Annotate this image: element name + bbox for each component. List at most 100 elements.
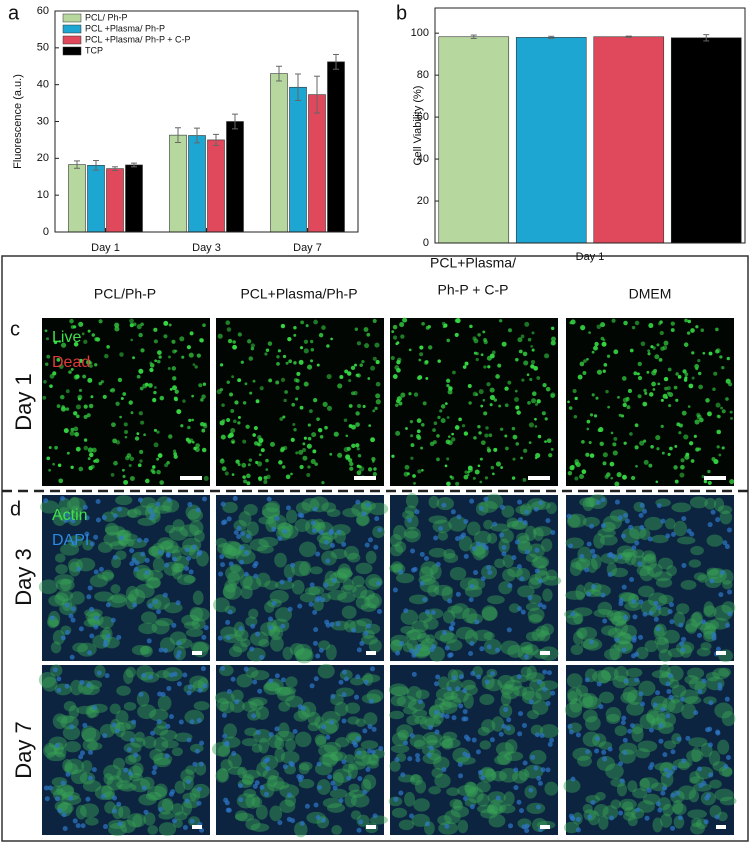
nucleus bbox=[57, 808, 63, 814]
actin bbox=[525, 672, 545, 682]
live-cell bbox=[478, 389, 484, 395]
live-cell bbox=[179, 336, 185, 342]
live-cell bbox=[662, 345, 668, 351]
actin bbox=[447, 605, 463, 614]
live-cell bbox=[675, 398, 679, 402]
actin bbox=[563, 779, 581, 793]
nucleus bbox=[274, 673, 280, 679]
actin bbox=[602, 805, 619, 820]
live-cell bbox=[579, 361, 585, 367]
bar bbox=[593, 36, 665, 244]
live-cell bbox=[511, 476, 516, 480]
actin bbox=[342, 578, 354, 591]
nucleus bbox=[297, 603, 303, 609]
live-cell bbox=[488, 433, 493, 438]
actin bbox=[318, 640, 331, 651]
actin bbox=[611, 615, 627, 627]
actin bbox=[181, 614, 200, 626]
actin bbox=[516, 532, 530, 544]
actin bbox=[631, 726, 644, 743]
actin bbox=[117, 529, 131, 545]
actin bbox=[244, 727, 258, 737]
live-cell bbox=[705, 398, 710, 403]
live-cell bbox=[201, 447, 207, 453]
nucleus bbox=[638, 599, 644, 605]
live-cell bbox=[479, 480, 483, 484]
nucleus bbox=[665, 533, 671, 539]
actin bbox=[653, 571, 673, 582]
nucleus bbox=[203, 625, 209, 631]
actin bbox=[689, 776, 705, 785]
live-cell bbox=[346, 371, 352, 376]
actin bbox=[504, 751, 524, 762]
actin bbox=[524, 644, 539, 656]
actin bbox=[507, 566, 523, 578]
actin bbox=[685, 623, 697, 632]
live-cell bbox=[599, 441, 604, 446]
live-cell bbox=[158, 355, 162, 359]
live-cell bbox=[313, 319, 318, 325]
actin bbox=[578, 692, 594, 709]
actin bbox=[149, 748, 164, 761]
nucleus bbox=[182, 672, 188, 678]
actin bbox=[285, 695, 304, 708]
live-cell bbox=[487, 365, 491, 369]
actin bbox=[258, 516, 275, 525]
nucleus bbox=[255, 729, 261, 735]
actin bbox=[477, 726, 490, 736]
nucleus bbox=[446, 686, 452, 692]
actin bbox=[488, 814, 506, 828]
nucleus bbox=[89, 633, 95, 639]
live-cell bbox=[300, 320, 305, 325]
actin bbox=[299, 592, 317, 603]
actin bbox=[569, 561, 583, 576]
nucleus bbox=[590, 548, 596, 554]
actin bbox=[350, 810, 362, 820]
nucleus bbox=[536, 775, 542, 781]
actin bbox=[390, 744, 410, 754]
live-cell bbox=[129, 318, 134, 324]
live-cell bbox=[678, 423, 683, 428]
live-cell bbox=[626, 396, 630, 400]
actin bbox=[498, 804, 516, 814]
actin bbox=[541, 575, 562, 586]
nucleus bbox=[376, 609, 382, 615]
nucleus bbox=[475, 749, 481, 755]
actin bbox=[183, 575, 196, 584]
live-cell bbox=[83, 445, 89, 451]
actin bbox=[513, 685, 528, 697]
actin bbox=[406, 685, 422, 702]
nucleus bbox=[356, 827, 362, 833]
nucleus bbox=[505, 725, 511, 731]
actin bbox=[81, 727, 101, 743]
live-cell bbox=[616, 472, 622, 478]
actin bbox=[149, 708, 169, 722]
live-cell bbox=[446, 457, 450, 461]
live-cell bbox=[156, 469, 161, 475]
live-cell bbox=[321, 480, 325, 485]
nucleus bbox=[624, 518, 630, 524]
actin bbox=[455, 626, 475, 640]
actin bbox=[517, 585, 535, 598]
live-cell bbox=[86, 413, 91, 418]
live-cell bbox=[444, 402, 448, 405]
actin bbox=[480, 808, 498, 819]
actin bbox=[44, 744, 59, 756]
actin bbox=[542, 588, 553, 602]
live-cell bbox=[203, 475, 209, 481]
channel-label: DAPI bbox=[52, 532, 89, 549]
nucleus bbox=[428, 745, 434, 751]
nucleus bbox=[521, 722, 527, 728]
live-cell bbox=[156, 457, 160, 461]
nucleus bbox=[355, 736, 361, 742]
actin bbox=[295, 502, 312, 514]
actin bbox=[48, 594, 66, 607]
actin bbox=[56, 784, 75, 797]
actin bbox=[185, 765, 196, 775]
nucleus bbox=[547, 741, 553, 747]
live-cell bbox=[128, 463, 132, 468]
nucleus bbox=[257, 688, 263, 694]
live-cell bbox=[258, 476, 263, 481]
actin bbox=[360, 589, 376, 600]
actin bbox=[350, 793, 370, 808]
